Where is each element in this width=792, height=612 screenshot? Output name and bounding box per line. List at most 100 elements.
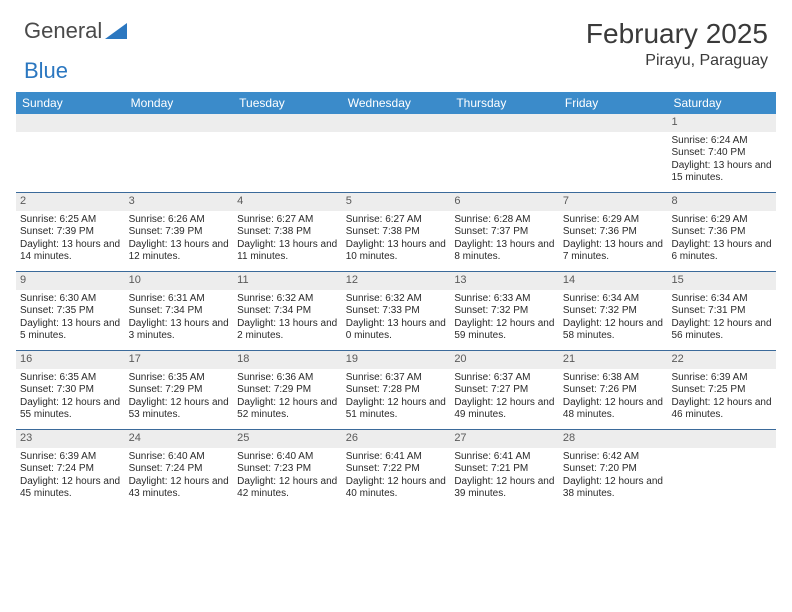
sunrise-text: Sunrise: 6:38 AM (563, 372, 664, 385)
dow-saturday: Saturday (667, 92, 776, 114)
sunset-text: Sunset: 7:39 PM (20, 226, 121, 239)
sunset-text: Sunset: 7:30 PM (20, 384, 121, 397)
sunrise-text: Sunrise: 6:41 AM (454, 451, 555, 464)
daylight-text: Daylight: 12 hours and 52 minutes. (237, 397, 338, 422)
sunrise-text: Sunrise: 6:39 AM (20, 451, 121, 464)
sunset-text: Sunset: 7:38 PM (237, 226, 338, 239)
day-number: 15 (667, 272, 776, 290)
sunset-text: Sunset: 7:20 PM (563, 463, 664, 476)
dow-wednesday: Wednesday (342, 92, 451, 114)
title-block: February 2025 Pirayu, Paraguay (586, 18, 768, 70)
day-number: 17 (125, 351, 234, 369)
daylight-text: Daylight: 13 hours and 14 minutes. (20, 239, 121, 264)
day-number: 16 (16, 351, 125, 369)
day-number: 13 (450, 272, 559, 290)
sunrise-text: Sunrise: 6:34 AM (563, 293, 664, 306)
day-cell (342, 114, 451, 192)
day-number: 22 (667, 351, 776, 369)
sunrise-text: Sunrise: 6:40 AM (237, 451, 338, 464)
day-number: 3 (125, 193, 234, 211)
day-cell: 25 Sunrise: 6:40 AMSunset: 7:23 PMDayligh… (233, 430, 342, 508)
dow-friday: Friday (559, 92, 668, 114)
sunrise-text: Sunrise: 6:42 AM (563, 451, 664, 464)
logo: General (24, 18, 127, 44)
sunset-text: Sunset: 7:39 PM (129, 226, 230, 239)
daylight-text: Daylight: 12 hours and 58 minutes. (563, 318, 664, 343)
sunrise-text: Sunrise: 6:35 AM (129, 372, 230, 385)
sunrise-text: Sunrise: 6:34 AM (671, 293, 772, 306)
day-number (450, 114, 559, 132)
day-number: 1 (667, 114, 776, 132)
day-cell: 3 Sunrise: 6:26 AMSunset: 7:39 PMDaylight… (125, 193, 234, 271)
calendar: Sunday Monday Tuesday Wednesday Thursday… (16, 92, 776, 508)
day-cell: 28Sunrise: 6:42 AMSunset: 7:20 PMDayligh… (559, 430, 668, 508)
day-number: 14 (559, 272, 668, 290)
day-cell: 1Sunrise: 6:24 AMSunset: 7:40 PMDaylight… (667, 114, 776, 192)
day-cell (667, 430, 776, 508)
dow-monday: Monday (125, 92, 234, 114)
daylight-text: Daylight: 12 hours and 38 minutes. (563, 476, 664, 501)
day-cell: 16Sunrise: 6:35 AMSunset: 7:30 PMDayligh… (16, 351, 125, 429)
daylight-text: Daylight: 13 hours and 2 minutes. (237, 318, 338, 343)
week-row: 9Sunrise: 6:30 AMSunset: 7:35 PMDaylight… (16, 271, 776, 350)
sunrise-text: Sunrise: 6:26 AM (129, 214, 230, 227)
sunset-text: Sunset: 7:37 PM (454, 226, 555, 239)
daylight-text: Daylight: 12 hours and 59 minutes. (454, 318, 555, 343)
sunrise-text: Sunrise: 6:24 AM (671, 135, 772, 148)
sunset-text: Sunset: 7:34 PM (237, 305, 338, 318)
sunrise-text: Sunrise: 6:39 AM (671, 372, 772, 385)
day-cell: 11Sunrise: 6:32 AMSunset: 7:34 PMDayligh… (233, 272, 342, 350)
day-number: 7 (559, 193, 668, 211)
daylight-text: Daylight: 12 hours and 42 minutes. (237, 476, 338, 501)
daylight-text: Daylight: 13 hours and 8 minutes. (454, 239, 555, 264)
day-cell: 4Sunrise: 6:27 AMSunset: 7:38 PMDaylight… (233, 193, 342, 271)
day-number: 2 (16, 193, 125, 211)
daylight-text: Daylight: 12 hours and 48 minutes. (563, 397, 664, 422)
day-number: 25 (233, 430, 342, 448)
day-cell: 6Sunrise: 6:28 AMSunset: 7:37 PMDaylight… (450, 193, 559, 271)
weeks-container: 1Sunrise: 6:24 AMSunset: 7:40 PMDaylight… (16, 114, 776, 508)
sunset-text: Sunset: 7:35 PM (20, 305, 121, 318)
week-row: 1Sunrise: 6:24 AMSunset: 7:40 PMDaylight… (16, 114, 776, 192)
daylight-text: Daylight: 12 hours and 46 minutes. (671, 397, 772, 422)
location-label: Pirayu, Paraguay (586, 52, 768, 70)
sunset-text: Sunset: 7:32 PM (454, 305, 555, 318)
daylight-text: Daylight: 13 hours and 0 minutes. (346, 318, 447, 343)
sunrise-text: Sunrise: 6:28 AM (454, 214, 555, 227)
sunset-text: Sunset: 7:25 PM (671, 384, 772, 397)
day-cell (233, 114, 342, 192)
sunset-text: Sunset: 7:21 PM (454, 463, 555, 476)
week-row: 16 Sunrise: 6:35 AM Sunset: 7:30 PM Dayligh… (16, 350, 776, 429)
day-cell (450, 114, 559, 192)
daylight-text: Daylight: 13 hours and 12 minutes. (129, 239, 230, 264)
sunrise-text: Sunrise: 6:36 AM (237, 372, 338, 385)
sunset-text: Sunset: 7:24 PM (129, 463, 230, 476)
day-number: 10 (125, 272, 234, 290)
sunset-text: Sunset: 7:33 PM (346, 305, 447, 318)
sunrise-text: Sunrise: 6:33 AM (454, 293, 555, 306)
day-number: 19 (342, 351, 451, 369)
day-number: 27 (450, 430, 559, 448)
day-cell: 9Sunrise: 6:30 AMSunset: 7:35 PMDaylight… (16, 272, 125, 350)
daylight-text: Daylight: 13 hours and 7 minutes. (563, 239, 664, 264)
sunrise-text: Sunrise: 6:29 AM (671, 214, 772, 227)
day-number (559, 114, 668, 132)
sunset-text: Sunset: 7:22 PM (346, 463, 447, 476)
sunrise-text: Sunrise: 6:25 AM (20, 214, 121, 227)
day-cell: 26Sunrise: 6:41 AMSunset: 7:22 PMDayligh… (342, 430, 451, 508)
daylight-text: Daylight: 12 hours and 56 minutes. (671, 318, 772, 343)
day-cell: 14Sunrise: 6:34 AMSunset: 7:32 PMDayligh… (559, 272, 668, 350)
sunset-text: Sunset: 7:23 PM (237, 463, 338, 476)
daylight-text: Daylight: 13 hours and 3 minutes. (129, 318, 230, 343)
day-cell: 27Sunrise: 6:41 AMSunset: 7:21 PMDayligh… (450, 430, 559, 508)
sunrise-text: Sunrise: 6:37 AM (346, 372, 447, 385)
sunrise-text: Sunrise: 6:41 AM (346, 451, 447, 464)
day-cell: 15Sunrise: 6:34 AMSunset: 7:31 PMDayligh… (667, 272, 776, 350)
dow-thursday: Thursday (450, 92, 559, 114)
dow-sunday: Sunday (16, 92, 125, 114)
sunset-text: Sunset: 7:36 PM (563, 226, 664, 239)
daylight-text: Daylight: 13 hours and 6 minutes. (671, 239, 772, 264)
daylight-text: Daylight: 13 hours and 10 minutes. (346, 239, 447, 264)
day-cell: 19Sunrise: 6:37 AMSunset: 7:28 PMDayligh… (342, 351, 451, 429)
day-cell: 24Sunrise: 6:40 AMSunset: 7:24 PMDayligh… (125, 430, 234, 508)
